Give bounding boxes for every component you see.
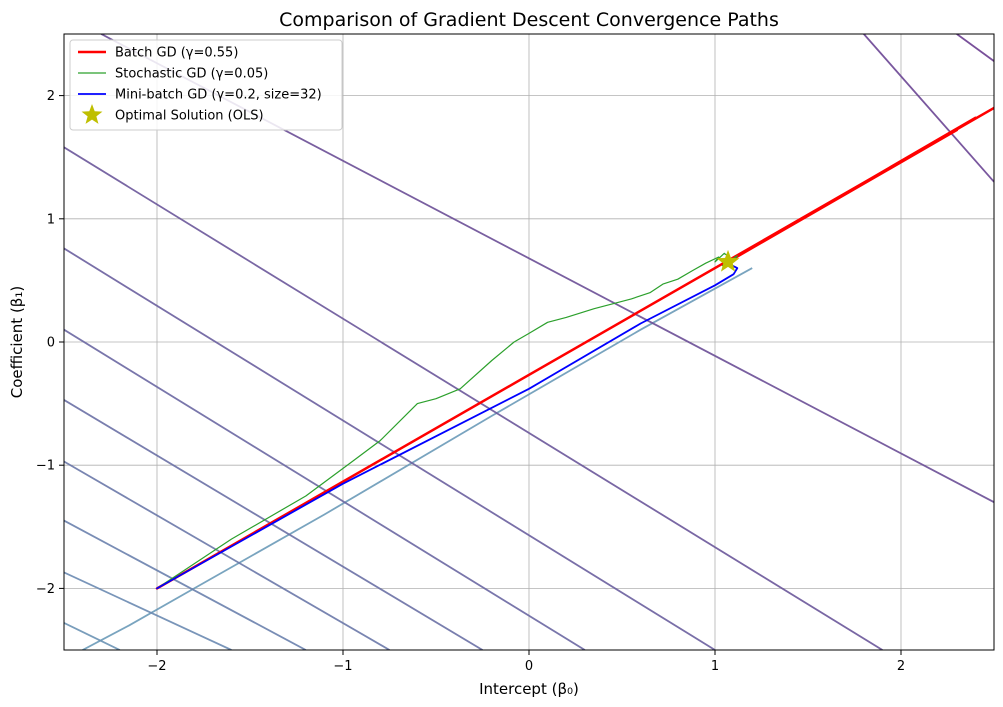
y-tick-label: 2 bbox=[47, 89, 55, 104]
x-tick-label: −2 bbox=[147, 659, 166, 674]
contour-line bbox=[64, 247, 716, 650]
x-tick-label: 1 bbox=[711, 659, 719, 674]
contour-line bbox=[82, 267, 753, 650]
y-axis-ticks: −2 −1 0 1 2 bbox=[36, 89, 64, 597]
legend-swatch-star bbox=[81, 104, 103, 124]
x-tick-label: −1 bbox=[333, 659, 352, 674]
y-tick-label: 1 bbox=[47, 212, 55, 227]
series-line-1 bbox=[156, 252, 738, 590]
optimal-marker-group bbox=[716, 249, 740, 272]
contours bbox=[64, 34, 994, 650]
legend-label-2: Mini-batch GD (γ=0.2, size=32) bbox=[115, 88, 322, 103]
contour-line bbox=[64, 571, 232, 650]
y-tick-label: −1 bbox=[36, 459, 55, 474]
series-line-0 bbox=[155, 106, 994, 590]
y-tick-label: −2 bbox=[36, 582, 55, 597]
series-group bbox=[155, 106, 994, 590]
legend: Batch GD (γ=0.55) Stochastic GD (γ=0.05) M… bbox=[69, 39, 343, 131]
x-axis-label: Intercept (β₀) bbox=[479, 680, 579, 698]
chart-title: Comparison of Gradient Descent Convergen… bbox=[279, 9, 779, 31]
contour-line bbox=[64, 519, 307, 650]
legend-label-0: Batch GD (γ=0.55) bbox=[115, 46, 238, 61]
contour-line bbox=[64, 399, 483, 650]
series-line-2 bbox=[156, 263, 739, 590]
contour-line bbox=[64, 622, 121, 650]
grid bbox=[64, 34, 994, 650]
contour-line bbox=[64, 460, 390, 650]
legend-label-1: Stochastic GD (γ=0.05) bbox=[115, 67, 268, 82]
y-axis-label: Coefficient (β₁) bbox=[8, 286, 26, 398]
y-tick-label: 0 bbox=[47, 336, 55, 351]
x-tick-label: 0 bbox=[525, 659, 533, 674]
x-tick-label: 2 bbox=[897, 659, 905, 674]
legend-label-3: Optimal Solution (OLS) bbox=[115, 109, 264, 124]
contour-line bbox=[863, 34, 994, 183]
contour-line bbox=[64, 146, 883, 650]
contour-line bbox=[64, 328, 586, 650]
optimal-solution-star bbox=[716, 249, 740, 272]
legend-frame bbox=[69, 39, 343, 131]
contour-line bbox=[956, 34, 994, 62]
x-axis-ticks: −2 −1 0 1 2 bbox=[147, 650, 905, 674]
